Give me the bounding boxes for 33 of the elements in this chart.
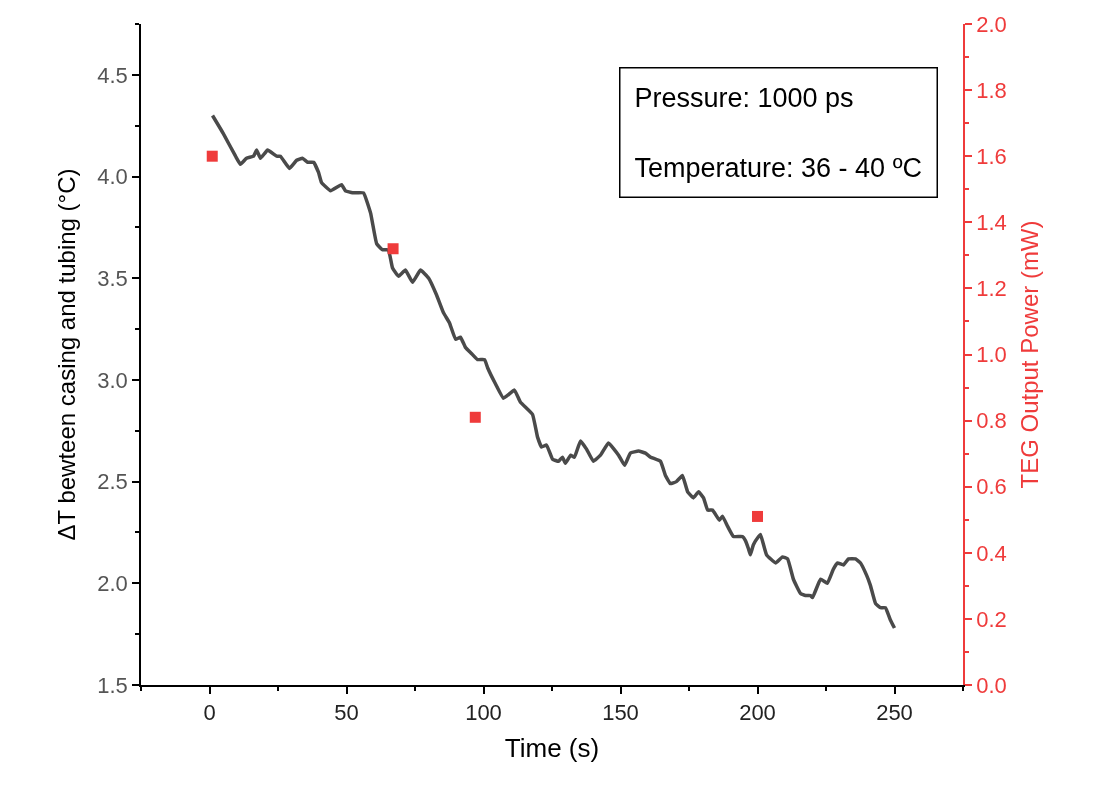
- y2-tick-label: 1.8: [976, 77, 1007, 103]
- annotation: Pressure: 1000 ps: [634, 82, 854, 113]
- annotation: Temperature: 36 - 40 ºC: [634, 152, 922, 183]
- y2-tick-label: 0.2: [976, 606, 1007, 632]
- y-tick-label: 2.5: [97, 469, 128, 495]
- y2-tick-label: 0.6: [976, 474, 1007, 500]
- point: [387, 243, 399, 255]
- x-tick-label: 200: [739, 700, 776, 726]
- x-tick-label: 100: [465, 700, 502, 726]
- y2-tick-label: 0.8: [976, 408, 1007, 434]
- y2-tick-label: 1.4: [976, 210, 1007, 235]
- point: [469, 411, 481, 423]
- y-tick-label: 4.5: [97, 62, 128, 88]
- y2-tick-label: 2.0: [976, 11, 1007, 37]
- y-tick-label: 2.0: [97, 571, 128, 597]
- x-tick-label: 50: [334, 700, 359, 726]
- y-tick-label: 4.0: [97, 164, 128, 190]
- y-tick-label: 3.0: [97, 367, 128, 393]
- x-tick-label: 150: [602, 700, 639, 726]
- point: [752, 510, 763, 522]
- y2-tick-label: 1.2: [976, 276, 1007, 302]
- y-tick-label: 1.5: [97, 672, 128, 698]
- y2-tick-label: 0.0: [976, 672, 1007, 698]
- y2-tick-label: 1.0: [976, 342, 1007, 368]
- y2-axis-title: TEG Output Power (mW): [1015, 220, 1043, 489]
- point: [206, 150, 218, 162]
- y-axis-title: ΔT bewteen casing and tubing (°C): [52, 168, 80, 541]
- y2-tick-label: 1.6: [976, 143, 1007, 169]
- x-tick-label: 250: [876, 700, 913, 726]
- y-tick-label: 3.5: [97, 265, 128, 291]
- x-tick-label: 0: [203, 700, 216, 726]
- x-axis-title: Time (s): [504, 733, 600, 764]
- y2-tick-label: 0.4: [976, 540, 1007, 566]
